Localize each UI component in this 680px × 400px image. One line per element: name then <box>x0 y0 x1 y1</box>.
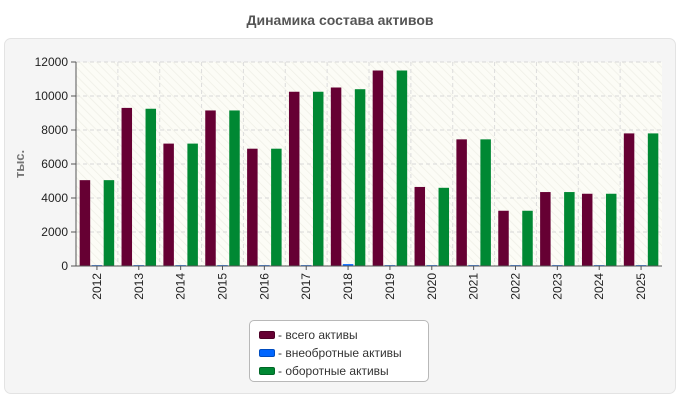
bar-total-assets <box>581 193 593 266</box>
y-tick-label: 2000 <box>41 225 68 239</box>
x-tick-label: 2018 <box>341 273 355 300</box>
y-tick-label: 4000 <box>41 191 68 205</box>
bar-current-assets <box>522 210 533 266</box>
bar-current-assets <box>396 70 408 266</box>
y-axis-label: тыс. <box>12 150 27 178</box>
legend-item-total: - всего активы <box>259 326 428 344</box>
bar-noncurrent-assets <box>342 264 354 266</box>
x-tick-label: 2016 <box>257 273 271 300</box>
bar-total-assets <box>372 70 384 266</box>
x-tick-label: 2025 <box>634 273 648 300</box>
legend-swatch-current <box>259 367 275 375</box>
bar-current-assets <box>438 187 450 266</box>
y-tick-label: 10000 <box>35 89 69 103</box>
y-tick-label: 6000 <box>41 157 68 171</box>
y-tick-label: 0 <box>61 259 68 273</box>
bar-current-assets <box>605 193 617 266</box>
bar-total-assets <box>540 192 551 266</box>
bar-total-assets <box>456 139 467 266</box>
bar-current-assets <box>354 89 366 266</box>
legend-swatch-total <box>259 331 275 339</box>
y-tick-label: 8000 <box>41 123 68 137</box>
x-tick-label: 2015 <box>216 273 230 300</box>
x-tick-label: 2020 <box>425 273 439 300</box>
x-tick-label: 2024 <box>592 273 606 300</box>
y-tick-label: 12000 <box>35 55 69 69</box>
bar-total-assets <box>121 107 133 267</box>
bar-total-assets <box>79 180 91 266</box>
x-tick-label: 2012 <box>90 273 104 300</box>
bar-current-assets <box>480 139 491 266</box>
bar-current-assets <box>145 108 157 266</box>
bar-total-assets <box>163 143 174 266</box>
x-tick-label: 2022 <box>509 273 523 300</box>
bar-total-assets <box>205 110 216 266</box>
bar-total-assets <box>247 148 258 266</box>
chart-title: Динамика состава активов <box>246 12 434 28</box>
x-tick-label: 2019 <box>383 273 397 300</box>
bar-total-assets <box>623 133 635 266</box>
legend-swatch-noncurrent <box>259 349 275 357</box>
bar-current-assets <box>564 192 575 266</box>
legend-label-total: - всего активы <box>278 328 358 342</box>
bar-total-assets <box>330 87 342 266</box>
bar-current-assets <box>229 110 240 266</box>
x-tick-label: 2023 <box>550 273 564 300</box>
bar-current-assets <box>103 180 115 266</box>
legend-item-noncurrent: - внеобротные активы <box>259 344 428 362</box>
bar-current-assets <box>312 91 324 266</box>
x-tick-label: 2017 <box>299 273 313 300</box>
bar-current-assets <box>647 133 659 266</box>
legend-label-current: - оборотные активы <box>278 364 389 378</box>
bar-current-assets <box>187 143 198 266</box>
chart-legend: - всего активы - внеобротные активы - об… <box>249 320 429 382</box>
x-tick-label: 2013 <box>132 273 146 300</box>
legend-item-current: - оборотные активы <box>259 362 428 380</box>
legend-label-noncurrent: - внеобротные активы <box>278 346 402 360</box>
bar-total-assets <box>498 210 509 266</box>
x-tick-label: 2014 <box>174 273 188 300</box>
bar-total-assets <box>288 91 300 266</box>
x-tick-label: 2021 <box>467 273 481 300</box>
bar-total-assets <box>414 186 426 266</box>
bar-current-assets <box>271 148 282 266</box>
